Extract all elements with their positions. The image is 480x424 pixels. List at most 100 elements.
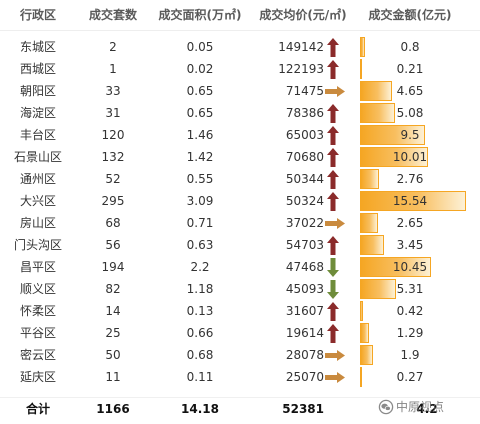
district-name: 延庆区 (19, 370, 56, 384)
table-row: 通州区 52 0.55 50344 2.76 (0, 168, 480, 190)
trend-cell (325, 146, 347, 168)
price-value: 70680 (285, 150, 324, 164)
table-row: 门头沟区 56 0.63 54703 3.45 (0, 234, 480, 256)
amount-cell: 0.42 (356, 300, 466, 322)
amount-value: 10.45 (392, 260, 428, 274)
district-name: 通州区 (19, 172, 56, 186)
arrow-right-icon (325, 85, 345, 97)
arrow-up-icon (327, 169, 339, 189)
arrow-up-icon (327, 235, 339, 255)
price-value: 25070 (285, 370, 324, 384)
table-row: 顺义区 82 1.18 45093 5.31 (0, 278, 480, 300)
amount-bar (360, 191, 466, 211)
units-value: 132 (101, 150, 125, 164)
area-value: 1.46 (186, 128, 214, 142)
arrow-right-icon (325, 217, 345, 229)
amount-bar (360, 235, 384, 255)
total-units-value: 1166 (96, 402, 130, 416)
units-value: 295 (101, 194, 125, 208)
price-value: 37022 (285, 216, 324, 230)
amount-bar (360, 169, 379, 189)
wechat-logo-icon (378, 399, 394, 415)
area-value: 3.09 (186, 194, 214, 208)
amount-cell: 5.31 (356, 278, 466, 300)
amount-cell: 10.01 (356, 146, 466, 168)
table-row: 丰台区 120 1.46 65003 9.5 (0, 124, 480, 146)
amount-value: 15.54 (392, 194, 428, 208)
units-value: 52 (105, 172, 121, 186)
amount-bar (360, 345, 373, 365)
amount-value: 1.9 (400, 348, 420, 362)
units-value: 68 (105, 216, 121, 230)
area-value: 0.71 (186, 216, 214, 230)
arrow-right-icon (325, 349, 345, 361)
price-value: 31607 (285, 304, 324, 318)
district-name: 石景山区 (13, 150, 62, 164)
amount-bar (360, 257, 432, 277)
table-row: 平谷区 25 0.66 19614 1.29 (0, 322, 480, 344)
units-value: 82 (105, 282, 121, 296)
table-row: 房山区 68 0.71 37022 2.65 (0, 212, 480, 234)
amount-value: 1.29 (396, 326, 424, 340)
district-name: 东城区 (19, 40, 56, 54)
trend-cell (325, 36, 347, 58)
area-value: 0.13 (186, 304, 214, 318)
arrow-up-icon (327, 147, 339, 167)
area-value: 0.65 (186, 84, 214, 98)
amount-value: 2.65 (396, 216, 424, 230)
price-value: 65003 (285, 128, 324, 142)
amount-bar (360, 213, 379, 233)
district-name: 顺义区 (19, 282, 56, 296)
amount-bar (360, 81, 392, 101)
trend-cell (325, 300, 347, 322)
amount-cell: 0.21 (356, 58, 466, 80)
price-value: 47468 (285, 260, 324, 274)
trend-cell (325, 256, 347, 278)
amount-cell: 2.76 (356, 168, 466, 190)
amount-value: 5.31 (396, 282, 424, 296)
column-header-amount: 成交金额(亿元) (368, 8, 452, 22)
price-value: 45093 (285, 282, 324, 296)
arrow-up-icon (327, 323, 339, 343)
trend-cell (325, 80, 347, 102)
units-value: 31 (105, 106, 121, 120)
amount-bar (360, 125, 425, 145)
trend-cell (325, 58, 347, 80)
table-row: 延庆区 11 0.11 25070 0.27 (0, 366, 480, 388)
amount-value: 0.42 (396, 304, 424, 318)
column-header-area: 成交面积(万㎡) (158, 8, 242, 22)
arrow-right-icon (325, 371, 345, 383)
trend-cell (325, 234, 347, 256)
units-value: 2 (109, 40, 117, 54)
amount-cell: 10.45 (356, 256, 466, 278)
arrow-up-icon (327, 301, 339, 321)
column-header-district: 行政区 (19, 8, 56, 22)
column-header-price: 成交均价(元/㎡) (259, 8, 347, 22)
amount-cell: 0.8 (356, 36, 466, 58)
amount-value: 3.45 (396, 238, 424, 252)
amount-cell: 3.45 (356, 234, 466, 256)
district-name: 大兴区 (19, 194, 56, 208)
amount-value: 9.5 (400, 128, 420, 142)
total-row: 合计 1166 14.18 52381 4.2 (0, 397, 480, 420)
amount-cell: 9.5 (356, 124, 466, 146)
amount-cell: 5.08 (356, 102, 466, 124)
trend-cell (325, 322, 347, 344)
amount-cell: 4.65 (356, 80, 466, 102)
area-value: 0.65 (186, 106, 214, 120)
amount-value: 4.65 (396, 84, 424, 98)
area-value: 0.55 (186, 172, 214, 186)
units-value: 33 (105, 84, 121, 98)
district-name: 怀柔区 (19, 304, 56, 318)
table-row: 石景山区 132 1.42 70680 10.01 (0, 146, 480, 168)
district-name: 西城区 (19, 62, 56, 76)
area-value: 2.2 (190, 260, 210, 274)
units-value: 14 (105, 304, 121, 318)
area-value: 0.68 (186, 348, 214, 362)
area-value: 0.63 (186, 238, 214, 252)
trend-cell (325, 344, 347, 366)
table-row: 昌平区 194 2.2 47468 10.45 (0, 256, 480, 278)
trend-cell (325, 212, 347, 234)
